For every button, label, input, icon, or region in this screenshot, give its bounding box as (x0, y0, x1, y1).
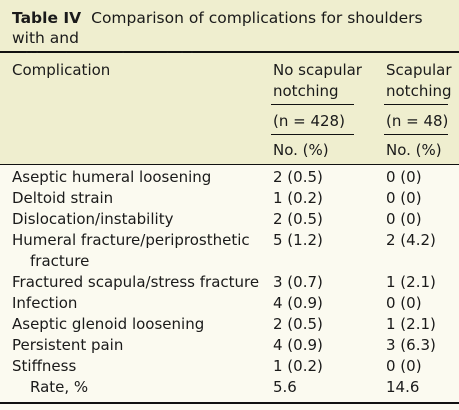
row-no-notching-value: 4 (0.9) (273, 336, 323, 354)
table-header: Complication No scapular notching (n = 4… (0, 53, 459, 165)
header-no-notching-line2: notching (273, 82, 339, 100)
row-label: Aseptic humeral loosening (12, 168, 212, 186)
row-label: Aseptic glenoid loosening (12, 315, 205, 333)
rate-no-notching-value: 5.6 (273, 378, 297, 396)
header-no-notching-n: (n = 428) (273, 112, 345, 130)
table-bottom-rule (0, 402, 459, 404)
table-label: Table IV (12, 9, 82, 27)
table-caption: Table IV Comparison of complications for … (0, 0, 459, 67)
rate-label: Rate, % (30, 378, 89, 396)
row-notching-value: 0 (0) (386, 294, 422, 312)
row-label: Deltoid strain (12, 189, 114, 207)
row-label: Dislocation/instability (12, 210, 174, 228)
row-label: Stiffness (12, 357, 77, 375)
header-complication: Complication (12, 61, 111, 79)
row-no-notching-value: 1 (0.2) (273, 189, 323, 207)
row-no-notching-value: 2 (0.5) (273, 210, 323, 228)
row-label-continuation: fracture (30, 252, 90, 270)
row-notching-value: 2 (4.2) (386, 231, 436, 249)
row-label: Infection (12, 294, 78, 312)
header-rule-no-notching-2 (271, 134, 354, 135)
header-notching-line2: notching (386, 82, 452, 100)
row-no-notching-value: 1 (0.2) (273, 357, 323, 375)
row-label: Fractured scapula/stress fracture (12, 273, 260, 291)
header-no-notching-line1: No scapular (273, 61, 362, 79)
rate-notching-value: 14.6 (386, 378, 420, 396)
row-notching-value: 0 (0) (386, 357, 422, 375)
row-notching-value: 1 (2.1) (386, 315, 436, 333)
header-notching-unit: No. (%) (386, 141, 442, 159)
table-title-line1: Comparison of complications for shoulder… (12, 9, 423, 47)
header-rule-no-notching (271, 104, 354, 105)
row-no-notching-value: 5 (1.2) (273, 231, 323, 249)
row-label: Humeral fracture/periprosthetic (12, 231, 250, 249)
header-rule-notching (384, 104, 448, 105)
row-no-notching-value: 3 (0.7) (273, 273, 323, 291)
row-no-notching-value: 2 (0.5) (273, 315, 323, 333)
row-notching-value: 0 (0) (386, 189, 422, 207)
row-no-notching-value: 2 (0.5) (273, 168, 323, 186)
row-notching-value: 0 (0) (386, 168, 422, 186)
header-no-notching-unit: No. (%) (273, 141, 329, 159)
header-rule-notching-2 (384, 134, 448, 135)
row-notching-value: 1 (2.1) (386, 273, 436, 291)
row-no-notching-value: 4 (0.9) (273, 294, 323, 312)
header-notching-line1: Scapular (386, 61, 452, 79)
row-label: Persistent pain (12, 336, 124, 354)
row-notching-value: 0 (0) (386, 210, 422, 228)
header-notching-n: (n = 48) (386, 112, 449, 130)
row-notching-value: 3 (6.3) (386, 336, 436, 354)
